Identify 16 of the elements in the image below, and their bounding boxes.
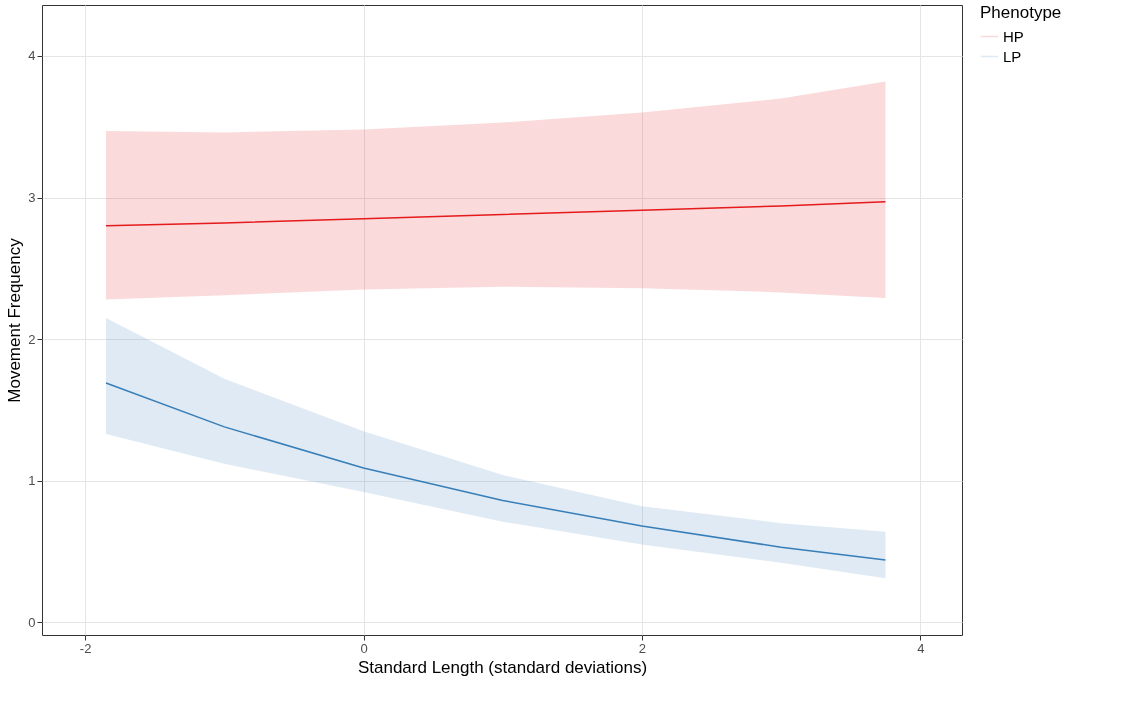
legend-label: HP [1003,27,1024,45]
y-axis-title: Movement Frequency [5,237,25,403]
legend-title: Phenotype [980,3,1062,22]
y-tick-label: 3 [28,190,36,206]
line-series [105,382,887,561]
y-tick-label: 2 [28,331,36,347]
line-series [105,201,887,227]
x-axis-title: Standard Length (standard deviations) [357,657,648,677]
legend-label: LP [1003,47,1022,65]
x-tick-label: 0 [360,640,368,656]
x-tick-label: -2 [79,640,92,656]
y-tick-label: 4 [28,48,36,64]
x-tick-label: 4 [917,640,925,656]
y-tick-label: 0 [28,614,36,630]
x-tick-label: 2 [638,640,646,656]
y-tick-label: 1 [28,473,36,489]
